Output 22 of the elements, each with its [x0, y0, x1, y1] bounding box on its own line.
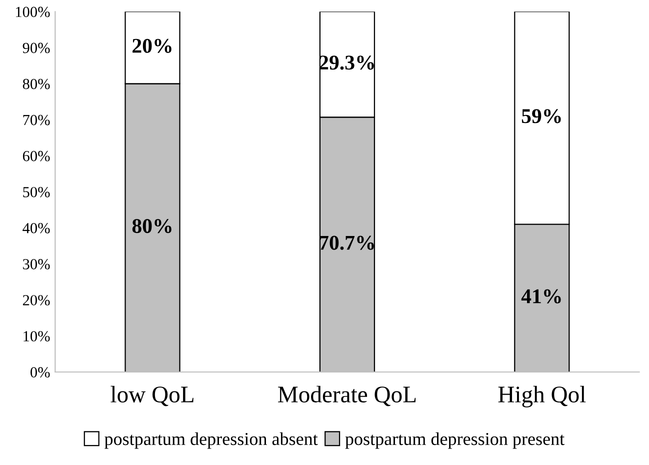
y-tick-label: 50% [23, 186, 50, 198]
y-tick-label: 70% [23, 114, 50, 126]
y-tick-label: 0% [30, 367, 50, 378]
y-tick-label: 10% [24, 331, 50, 342]
data-label: 41% [521, 289, 561, 304]
data-label: 20% [132, 38, 172, 53]
y-tick-label: 20% [22, 295, 50, 306]
y-tick-label: 30% [23, 259, 50, 270]
y-tick-label: 60% [22, 150, 50, 162]
x-tick-label: low QoL [110, 386, 194, 406]
legend-label: postpartum depression present [345, 432, 564, 449]
x-tick-label: High Qol [498, 386, 586, 408]
data-label: 59% [522, 109, 561, 124]
y-tick-label: 80% [22, 78, 50, 90]
y-tick-label: 90% [22, 42, 50, 54]
y-tick-label: 40% [22, 222, 50, 234]
data-label: 80% [132, 219, 172, 234]
x-tick-label: Moderate QoL [278, 386, 416, 406]
data-label: 70.7% [320, 236, 374, 250]
y-tick-label: 100% [16, 6, 50, 18]
legend-label: postpartum depression absent [104, 432, 318, 449]
data-label: 29.3% [319, 56, 374, 70]
